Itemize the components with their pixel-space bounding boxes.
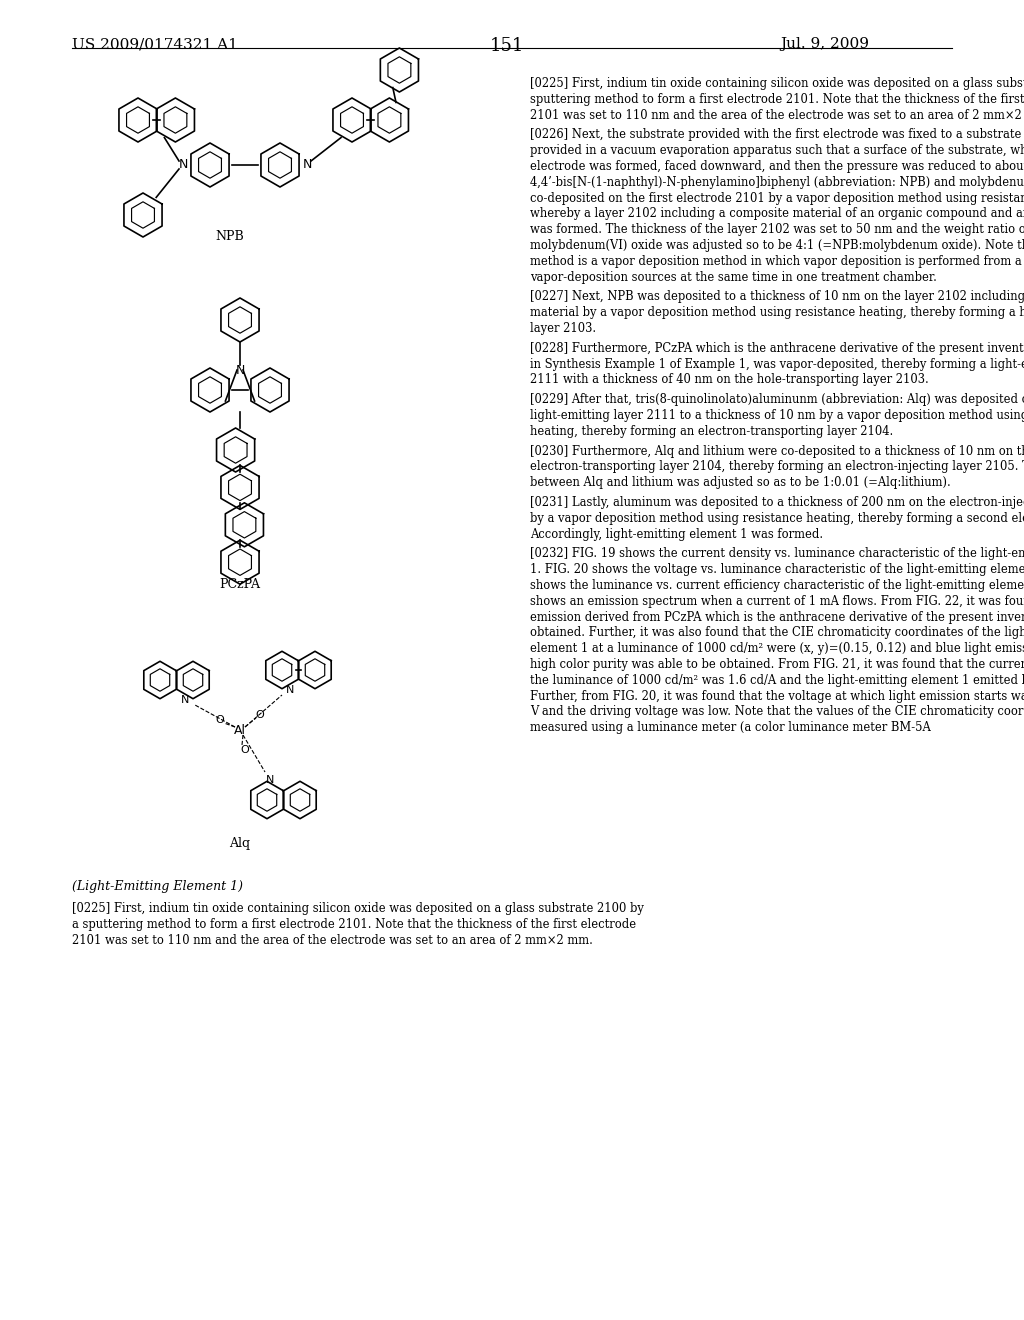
Text: between Alq and lithium was adjusted so as to be 1:0.01 (=Alq:lithium).: between Alq and lithium was adjusted so … xyxy=(530,477,950,490)
Text: 2101 was set to 110 nm and the area of the electrode was set to an area of 2 mm×: 2101 was set to 110 nm and the area of t… xyxy=(530,108,1024,121)
Text: [0231] Lastly, aluminum was deposited to a thickness of 200 nm on the electron-i: [0231] Lastly, aluminum was deposited to… xyxy=(530,496,1024,510)
Text: was formed. The thickness of the layer 2102 was set to 50 nm and the weight rati: was formed. The thickness of the layer 2… xyxy=(530,223,1024,236)
Text: a sputtering method to form a first electrode 2101. Note that the thickness of t: a sputtering method to form a first elec… xyxy=(72,917,636,931)
Text: O: O xyxy=(256,710,264,719)
Text: in Synthesis Example 1 of Example 1, was vapor-deposited, thereby forming a ligh: in Synthesis Example 1 of Example 1, was… xyxy=(530,358,1024,371)
Text: N: N xyxy=(181,696,189,705)
Text: 1. FIG. 20 shows the voltage vs. luminance characteristic of the light-emitting : 1. FIG. 20 shows the voltage vs. luminan… xyxy=(530,564,1024,577)
Text: 2111 with a thickness of 40 nm on the hole-transporting layer 2103.: 2111 with a thickness of 40 nm on the ho… xyxy=(530,374,929,387)
Text: method is a vapor deposition method in which vapor deposition is performed from : method is a vapor deposition method in w… xyxy=(530,255,1024,268)
Text: [0228] Furthermore, PCzPA which is the anthracene derivative of the present inve: [0228] Furthermore, PCzPA which is the a… xyxy=(530,342,1024,355)
Text: [0230] Furthermore, Alq and lithium were co-deposited to a thickness of 10 nm on: [0230] Furthermore, Alq and lithium were… xyxy=(530,445,1024,458)
Text: electrode was formed, faced downward, and then the pressure was reduced to about: electrode was formed, faced downward, an… xyxy=(530,160,1024,173)
Text: light-emitting layer 2111 to a thickness of 10 nm by a vapor deposition method u: light-emitting layer 2111 to a thickness… xyxy=(530,409,1024,422)
Text: measured using a luminance meter (a color luminance meter BM-5A: measured using a luminance meter (a colo… xyxy=(530,721,931,734)
Text: N: N xyxy=(266,775,274,785)
Text: Jul. 9, 2009: Jul. 9, 2009 xyxy=(780,37,869,51)
Text: N: N xyxy=(286,685,294,696)
Text: whereby a layer 2102 including a composite material of an organic compound and a: whereby a layer 2102 including a composi… xyxy=(530,207,1024,220)
Text: [0227] Next, NPB was deposited to a thickness of 10 nm on the layer 2102 includi: [0227] Next, NPB was deposited to a thic… xyxy=(530,290,1024,304)
Text: [0225] First, indium tin oxide containing silicon oxide was deposited on a glass: [0225] First, indium tin oxide containin… xyxy=(72,902,644,915)
Text: O: O xyxy=(241,744,250,755)
Text: material by a vapor deposition method using resistance heating, thereby forming : material by a vapor deposition method us… xyxy=(530,306,1024,319)
Text: shows an emission spectrum when a current of 1 mA flows. From FIG. 22, it was fo: shows an emission spectrum when a curren… xyxy=(530,595,1024,607)
Text: high color purity was able to be obtained. From FIG. 21, it was found that the c: high color purity was able to be obtaine… xyxy=(530,657,1024,671)
Text: (Light-Emitting Element 1): (Light-Emitting Element 1) xyxy=(72,880,243,894)
Text: [0232] FIG. 19 shows the current density vs. luminance characteristic of the lig: [0232] FIG. 19 shows the current density… xyxy=(530,548,1024,561)
Text: 151: 151 xyxy=(490,37,524,55)
Text: Al: Al xyxy=(234,723,246,737)
Text: PCzPA: PCzPA xyxy=(219,578,260,591)
Text: US 2009/0174321 A1: US 2009/0174321 A1 xyxy=(72,37,238,51)
Text: Accordingly, light-emitting element 1 was formed.: Accordingly, light-emitting element 1 wa… xyxy=(530,528,823,541)
Text: sputtering method to form a first electrode 2101. Note that the thickness of the: sputtering method to form a first electr… xyxy=(530,92,1024,106)
Text: the luminance of 1000 cd/m² was 1.6 cd/A and the light-emitting element 1 emitte: the luminance of 1000 cd/m² was 1.6 cd/A… xyxy=(530,673,1024,686)
Text: electron-transporting layer 2104, thereby forming an electron-injecting layer 21: electron-transporting layer 2104, thereb… xyxy=(530,461,1024,474)
Text: obtained. Further, it was also found that the CIE chromaticity coordinates of th: obtained. Further, it was also found tha… xyxy=(530,627,1024,639)
Text: N: N xyxy=(178,158,187,172)
Text: [0225] First, indium tin oxide containing silicon oxide was deposited on a glass: [0225] First, indium tin oxide containin… xyxy=(530,77,1024,90)
Text: provided in a vacuum evaporation apparatus such that a surface of the substrate,: provided in a vacuum evaporation apparat… xyxy=(530,144,1024,157)
Text: O: O xyxy=(216,715,224,725)
Text: element 1 at a luminance of 1000 cd/m² were (x, y)=(0.15, 0.12) and blue light e: element 1 at a luminance of 1000 cd/m² w… xyxy=(530,643,1024,655)
Text: emission derived from PCzPA which is the anthracene derivative of the present in: emission derived from PCzPA which is the… xyxy=(530,611,1024,623)
Text: N: N xyxy=(302,158,311,172)
Text: co-deposited on the first electrode 2101 by a vapor deposition method using resi: co-deposited on the first electrode 2101… xyxy=(530,191,1024,205)
Text: 4,4’-bis[N-(1-naphthyl)-N-phenylamino]biphenyl (abbreviation: NPB) and molybdenu: 4,4’-bis[N-(1-naphthyl)-N-phenylamino]bi… xyxy=(530,176,1024,189)
Text: N: N xyxy=(236,363,245,376)
Text: Alq: Alq xyxy=(229,837,251,850)
Text: heating, thereby forming an electron-transporting layer 2104.: heating, thereby forming an electron-tra… xyxy=(530,425,893,438)
Text: V and the driving voltage was low. Note that the values of the CIE chromaticity : V and the driving voltage was low. Note … xyxy=(530,705,1024,718)
Text: Further, from FIG. 20, it was found that the voltage at which light emission sta: Further, from FIG. 20, it was found that… xyxy=(530,689,1024,702)
Text: 2101 was set to 110 nm and the area of the electrode was set to an area of 2 mm×: 2101 was set to 110 nm and the area of t… xyxy=(72,933,593,946)
Text: [0226] Next, the substrate provided with the first electrode was fixed to a subs: [0226] Next, the substrate provided with… xyxy=(530,128,1024,141)
Text: NPB: NPB xyxy=(216,230,245,243)
Text: [0229] After that, tris(8-quinolinolato)aluminunm (abbreviation: Alq) was deposi: [0229] After that, tris(8-quinolinolato)… xyxy=(530,393,1024,407)
Text: vapor-deposition sources at the same time in one treatment chamber.: vapor-deposition sources at the same tim… xyxy=(530,271,937,284)
Text: shows the luminance vs. current efficiency characteristic of the light-emitting : shows the luminance vs. current efficien… xyxy=(530,579,1024,591)
Text: layer 2103.: layer 2103. xyxy=(530,322,596,335)
Text: by a vapor deposition method using resistance heating, thereby forming a second : by a vapor deposition method using resis… xyxy=(530,512,1024,525)
Text: molybdenum(VI) oxide was adjusted so to be 4:1 (=NPB:molybdenum oxide). Note tha: molybdenum(VI) oxide was adjusted so to … xyxy=(530,239,1024,252)
